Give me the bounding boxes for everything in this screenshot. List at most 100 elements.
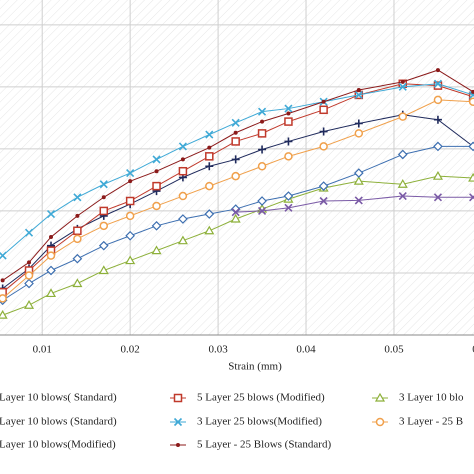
marker <box>257 107 267 116</box>
legend-label: 3 Layer 25 blows(Modified) <box>197 416 322 428</box>
marker <box>99 206 109 216</box>
legend-item: 5 Layer 25 blows (Modified) <box>170 392 325 404</box>
marker <box>398 191 407 201</box>
marker <box>49 234 54 239</box>
marker <box>152 181 161 191</box>
marker <box>205 130 214 139</box>
marker <box>398 112 408 121</box>
marker <box>0 309 8 319</box>
marker <box>205 162 214 171</box>
marker <box>257 196 267 206</box>
marker <box>398 82 407 91</box>
marker <box>353 175 364 185</box>
marker <box>178 214 188 224</box>
marker <box>154 169 159 174</box>
marker <box>0 278 5 283</box>
marker <box>231 155 240 164</box>
legend-item: 3 Layer 10 blo <box>372 392 464 404</box>
marker <box>468 97 474 106</box>
marker <box>321 99 326 104</box>
marker <box>72 253 83 264</box>
marker <box>152 201 161 211</box>
marker <box>204 209 215 219</box>
legend-label: 5 Layer - 25 Blows (Standard) <box>197 439 331 451</box>
x-tick-label: 0.01 <box>33 344 52 356</box>
marker <box>257 129 267 138</box>
marker <box>319 127 328 136</box>
marker <box>319 142 328 151</box>
marker <box>27 260 32 265</box>
x-tick-label: 0.03 <box>208 344 228 356</box>
marker <box>318 181 329 191</box>
marker <box>178 166 188 176</box>
marker <box>180 157 185 162</box>
marker <box>433 115 442 124</box>
marker <box>45 288 57 298</box>
marker <box>205 152 214 161</box>
marker <box>151 220 162 231</box>
marker <box>75 213 80 218</box>
x-tick-label: 0.05 <box>384 344 404 356</box>
plot-hatch <box>0 0 474 335</box>
x-tick-label: 0.02 <box>121 344 140 356</box>
x-tick-label: 0.04 <box>296 344 316 356</box>
marker <box>283 191 294 201</box>
marker <box>353 168 364 178</box>
marker <box>469 193 474 202</box>
marker <box>178 191 188 201</box>
marker <box>433 79 443 88</box>
marker <box>400 79 405 84</box>
marker <box>397 179 408 188</box>
legend-item: 5 Layer - 25 Blows (Standard) <box>170 439 331 451</box>
marker <box>0 294 7 303</box>
legend-label: Layer 10 blows (Standard) <box>0 416 117 428</box>
legend-label: Layer 10 blows( Standard) <box>0 392 117 404</box>
marker <box>468 141 474 152</box>
marker <box>99 221 109 231</box>
marker <box>24 278 34 289</box>
legend-label: 3 Layer - 25 B <box>399 416 463 428</box>
marker <box>435 68 440 73</box>
marker <box>258 145 267 154</box>
marker <box>374 392 386 402</box>
marker <box>46 251 56 260</box>
marker <box>173 417 183 427</box>
marker <box>173 393 183 403</box>
marker <box>207 145 212 150</box>
legend-item: 3 Layer 25 blows(Modified) <box>170 416 322 428</box>
marker <box>231 171 240 181</box>
marker <box>178 142 187 151</box>
marker <box>354 129 364 138</box>
marker <box>468 172 474 182</box>
marker <box>284 203 293 212</box>
marker <box>319 196 328 206</box>
legend-item: Layer 10 blows (Standard) <box>0 416 117 428</box>
marker <box>128 179 133 184</box>
marker <box>356 87 361 92</box>
marker <box>284 137 293 146</box>
x-tick-label: 0.06 <box>472 344 474 356</box>
marker <box>101 195 106 200</box>
legend-label: 5 Layer 25 blows (Modified) <box>197 392 325 404</box>
marker <box>433 193 443 202</box>
marker <box>257 206 267 215</box>
marker <box>397 149 408 160</box>
marker <box>23 300 35 309</box>
legend-item: Layer 10 blows( Standard) <box>0 392 117 404</box>
marker <box>98 265 109 275</box>
marker <box>98 240 109 251</box>
marker <box>257 162 267 171</box>
marker <box>125 230 136 241</box>
marker <box>126 169 135 178</box>
marker <box>46 209 56 219</box>
marker <box>469 90 474 99</box>
legend-item: 3 Layer - 25 B <box>372 416 463 428</box>
marker <box>260 119 265 124</box>
marker <box>354 196 363 205</box>
marker <box>73 226 82 236</box>
marker <box>284 117 293 126</box>
x-axis-label: Strain (mm) <box>228 361 282 373</box>
marker <box>177 235 188 245</box>
marker <box>284 104 293 113</box>
